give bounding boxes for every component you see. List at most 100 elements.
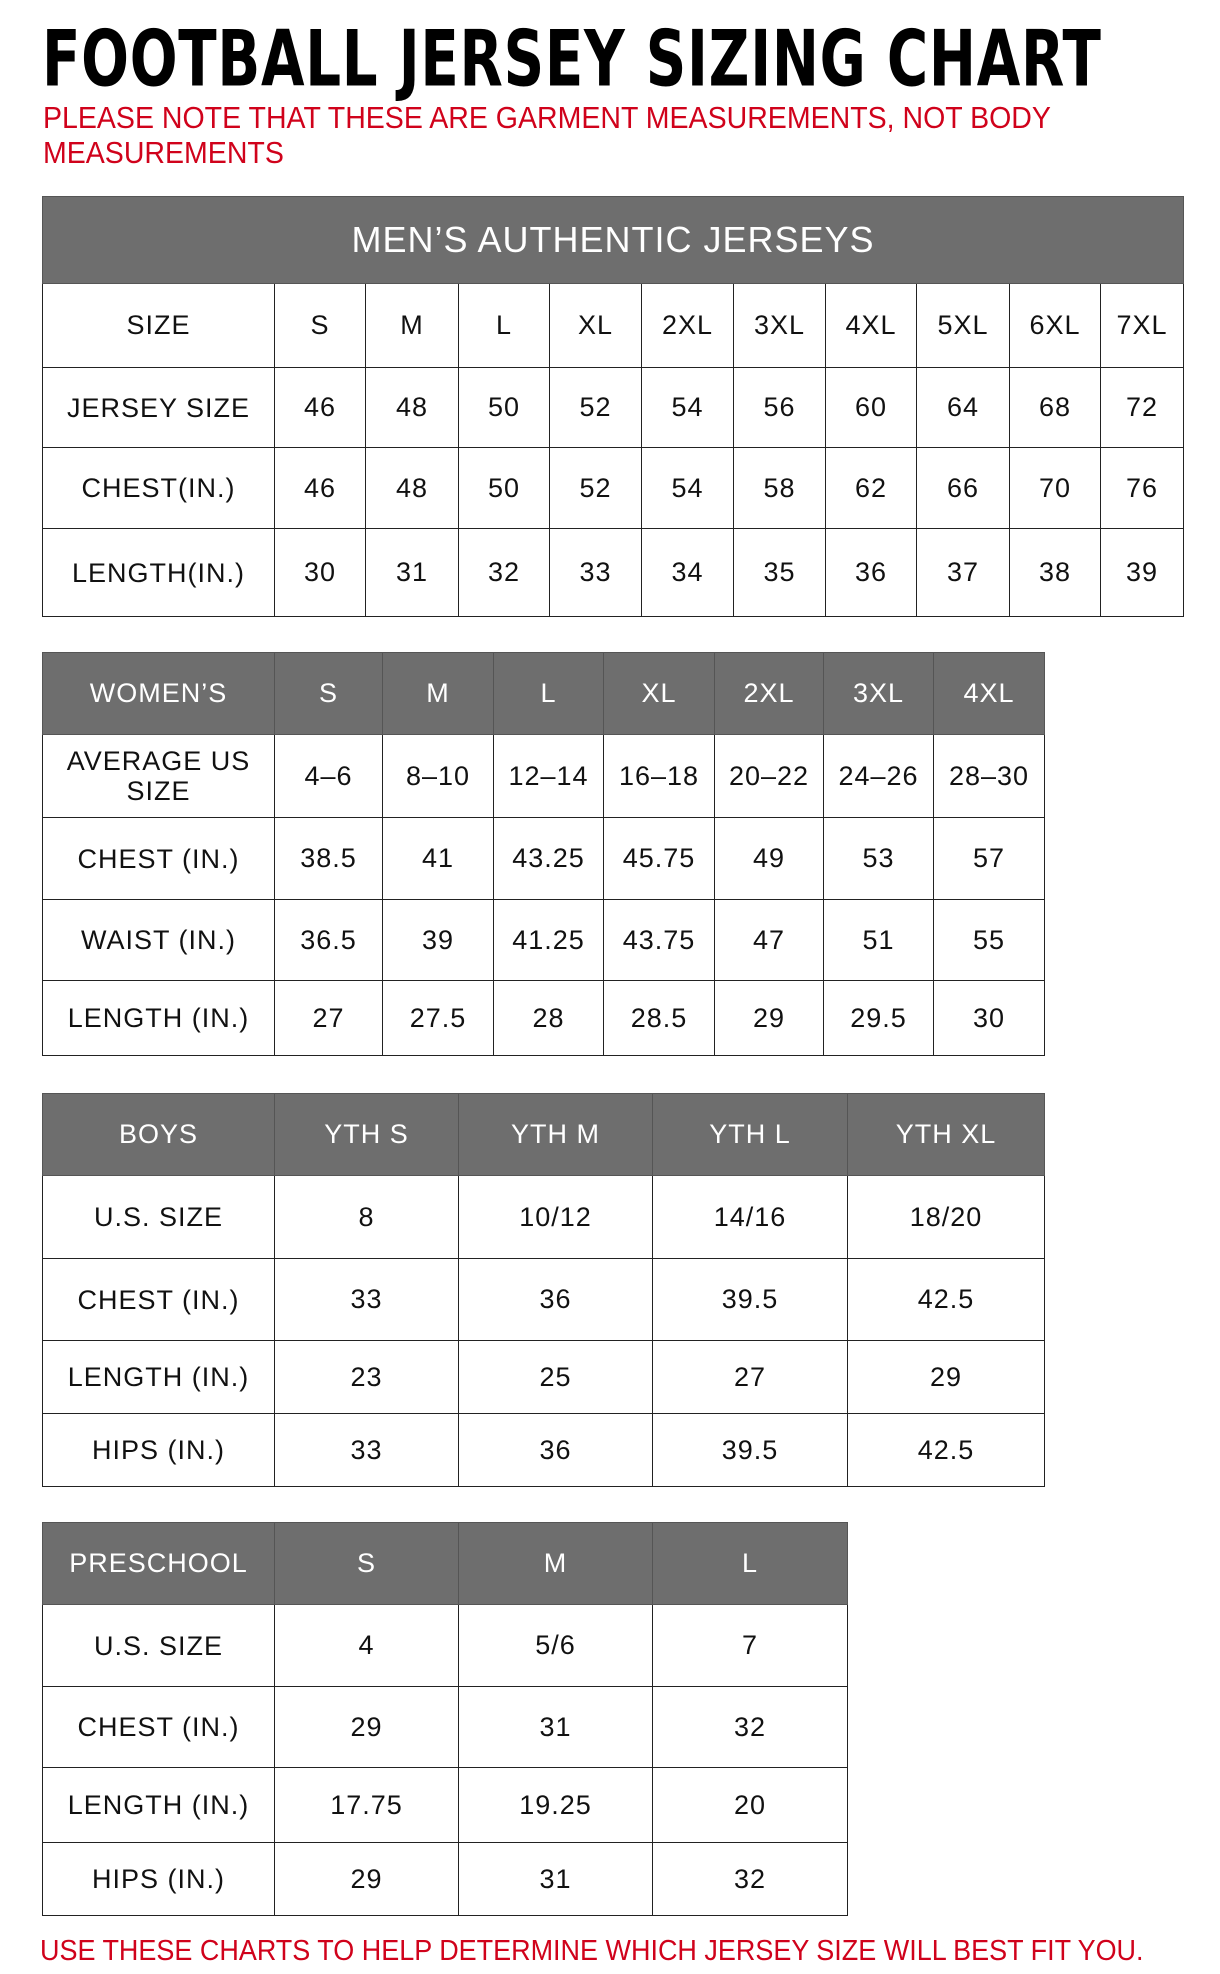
table-row: HIPS (IN.) 33 36 39.5 42.5 bbox=[42, 1413, 1045, 1487]
table-cell: 31 bbox=[365, 528, 459, 617]
header-row: BOYS YTH S YTH M YTH L YTH XL bbox=[42, 1093, 1045, 1176]
table-cell: 36 bbox=[458, 1413, 653, 1487]
table-cell: 28.5 bbox=[603, 980, 715, 1056]
row-label: LENGTH (IN.) bbox=[42, 1340, 275, 1414]
table-cell: 14/16 bbox=[652, 1175, 848, 1259]
table-cell: 32 bbox=[652, 1842, 848, 1916]
table-row: LENGTH(IN.) 30 31 32 33 34 35 36 37 38 39 bbox=[42, 528, 1185, 617]
table-cell: 19.25 bbox=[458, 1767, 653, 1843]
table-cell: 62 bbox=[825, 447, 917, 529]
table-cell: 50 bbox=[458, 447, 550, 529]
table-cell: 49 bbox=[714, 817, 824, 900]
table-cell: 20–22 bbox=[714, 734, 824, 818]
table-cell: 52 bbox=[549, 367, 642, 448]
table-cell: 53 bbox=[823, 817, 934, 900]
table-cell: 33 bbox=[274, 1258, 459, 1341]
table-cell: 8–10 bbox=[382, 734, 494, 818]
table-cell: 39 bbox=[382, 899, 494, 981]
table-cell: 46 bbox=[274, 447, 366, 529]
table-cell: 72 bbox=[1099, 367, 1185, 448]
table-cell: 4–6 bbox=[274, 734, 383, 818]
table-cell: 39 bbox=[1099, 528, 1185, 617]
table-cell: 56 bbox=[733, 367, 826, 448]
header-row: SIZE S M L XL 2XL 3XL 4XL 5XL 6XL 7XL bbox=[42, 283, 1185, 368]
size-header: 3XL bbox=[733, 283, 826, 368]
womens-size-table: WOMEN’S S M L XL 2XL 3XL 4XL AVERAGE US SIZE 4–6 8… bbox=[42, 652, 1045, 1056]
table-cell: 64 bbox=[916, 367, 1010, 448]
size-header: L bbox=[458, 283, 550, 368]
table-row: AVERAGE US SIZE 4–6 8–10 12–14 16–18 20–22 24–… bbox=[42, 734, 1045, 818]
boys-size-table: BOYS YTH S YTH M YTH L YTH XL U.S. SIZE 8 10/12… bbox=[42, 1093, 1045, 1487]
table-cell: 66 bbox=[916, 447, 1010, 529]
table-cell: 8 bbox=[274, 1175, 459, 1259]
table-cell: 29.5 bbox=[823, 980, 934, 1056]
size-header: 2XL bbox=[714, 652, 824, 735]
table-cell: 35 bbox=[733, 528, 826, 617]
table-cell: 48 bbox=[365, 367, 459, 448]
table-cell: 10/12 bbox=[458, 1175, 653, 1259]
table-cell: 50 bbox=[458, 367, 550, 448]
footer-note: USE THESE CHARTS TO HELP DETERMINE WHICH… bbox=[40, 1935, 1144, 1967]
garment-note: PLEASE NOTE THAT THESE ARE GARMENT MEASU… bbox=[43, 100, 1051, 170]
size-header: XL bbox=[549, 283, 642, 368]
row-label: JERSEY SIZE bbox=[42, 367, 275, 448]
row-label: CHEST(IN.) bbox=[42, 447, 275, 529]
table-cell: 32 bbox=[458, 528, 550, 617]
header-label: WOMEN’S bbox=[42, 652, 275, 735]
table-cell: 32 bbox=[652, 1686, 848, 1768]
table-cell: 34 bbox=[641, 528, 734, 617]
size-header: 2XL bbox=[641, 283, 734, 368]
size-header: XL bbox=[603, 652, 715, 735]
size-header: S bbox=[274, 652, 383, 735]
table-cell: 58 bbox=[733, 447, 826, 529]
table-row: LENGTH (IN.) 17.75 19.25 20 bbox=[42, 1767, 848, 1843]
row-label: CHEST (IN.) bbox=[42, 1686, 275, 1768]
table-cell: 27 bbox=[274, 980, 383, 1056]
table-cell: 29 bbox=[274, 1686, 459, 1768]
size-header: YTH S bbox=[274, 1093, 459, 1176]
table-cell: 55 bbox=[933, 899, 1045, 981]
table-cell: 45.75 bbox=[603, 817, 715, 900]
table-cell: 39.5 bbox=[652, 1258, 848, 1341]
table-cell: 43.25 bbox=[493, 817, 604, 900]
table-cell: 30 bbox=[274, 528, 366, 617]
size-header: L bbox=[652, 1522, 848, 1605]
table-cell: 36 bbox=[458, 1258, 653, 1341]
header-label: BOYS bbox=[42, 1093, 275, 1176]
row-label: LENGTH(IN.) bbox=[42, 528, 275, 617]
size-header: YTH XL bbox=[847, 1093, 1045, 1176]
size-header: 4XL bbox=[933, 652, 1045, 735]
table-cell: 38 bbox=[1009, 528, 1101, 617]
table-cell: 76 bbox=[1099, 447, 1185, 529]
table-cell: 68 bbox=[1009, 367, 1101, 448]
table-cell: 29 bbox=[847, 1340, 1045, 1414]
row-label: AVERAGE US SIZE bbox=[42, 734, 275, 818]
table-cell: 31 bbox=[458, 1842, 653, 1916]
size-header: M bbox=[382, 652, 494, 735]
header-label: SIZE bbox=[42, 283, 275, 368]
table-cell: 28 bbox=[493, 980, 604, 1056]
size-header: 6XL bbox=[1009, 283, 1101, 368]
size-header: S bbox=[274, 1522, 459, 1605]
table-cell: 20 bbox=[652, 1767, 848, 1843]
table-cell: 30 bbox=[933, 980, 1045, 1056]
table-cell: 46 bbox=[274, 367, 366, 448]
table-cell: 41 bbox=[382, 817, 494, 900]
table-cell: 39.5 bbox=[652, 1413, 848, 1487]
size-header: 7XL bbox=[1099, 283, 1185, 368]
table-row: HIPS (IN.) 29 31 32 bbox=[42, 1842, 848, 1916]
table-cell: 7 bbox=[652, 1604, 848, 1687]
table-cell: 54 bbox=[641, 447, 734, 529]
table-cell: 48 bbox=[365, 447, 459, 529]
table-row: CHEST(IN.) 46 48 50 52 54 58 62 66 70 76 bbox=[42, 447, 1185, 529]
table-row: U.S. SIZE 8 10/12 14/16 18/20 bbox=[42, 1175, 1045, 1259]
table-cell: 33 bbox=[274, 1413, 459, 1487]
table-cell: 51 bbox=[823, 899, 934, 981]
size-header: 4XL bbox=[825, 283, 917, 368]
row-label: CHEST (IN.) bbox=[42, 1258, 275, 1341]
table-cell: 23 bbox=[274, 1340, 459, 1414]
table-cell: 37 bbox=[916, 528, 1010, 617]
mens-size-table: MEN’S AUTHENTIC JERSEYS SIZE S M L XL 2XL 3XL 4X… bbox=[41, 196, 1185, 617]
table-row: LENGTH (IN.) 23 25 27 29 bbox=[42, 1340, 1045, 1414]
header-row: PRESCHOOL S M L bbox=[42, 1522, 848, 1605]
